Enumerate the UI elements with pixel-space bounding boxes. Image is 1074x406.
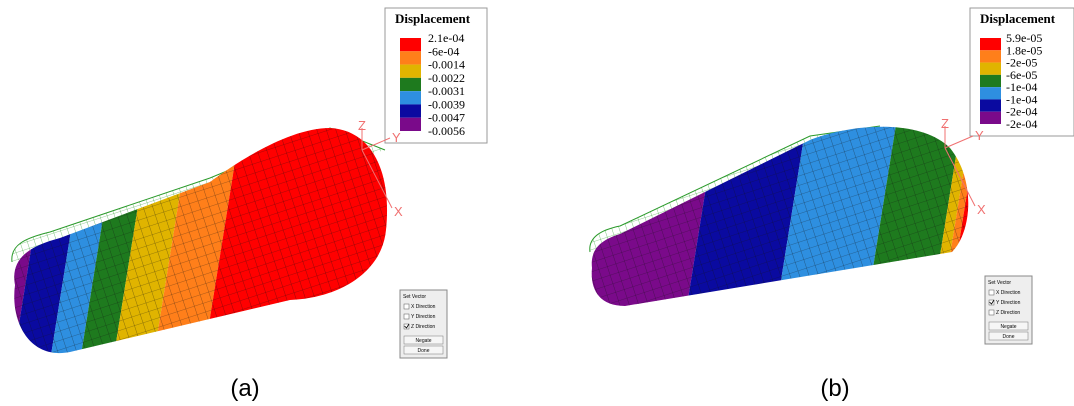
legend-swatch xyxy=(400,38,421,51)
legend-label: -0.0014 xyxy=(428,58,465,72)
legend-label: -0.0056 xyxy=(428,124,465,138)
legend-label: -2e-04 xyxy=(1006,117,1037,131)
contour-bands xyxy=(0,100,420,380)
legend-label: -0.0039 xyxy=(428,97,465,111)
legend-label: 2.1e-04 xyxy=(428,31,464,45)
axis-label: Z xyxy=(941,116,949,131)
legend-swatch xyxy=(400,65,421,78)
axis-label: Y xyxy=(975,128,984,143)
option-label: Y Direction xyxy=(996,300,1021,306)
legend-label: -6e-04 xyxy=(428,44,459,58)
legend-swatch xyxy=(400,51,421,64)
legend-label: -0.0022 xyxy=(428,71,465,85)
legend-swatch xyxy=(980,38,1001,50)
option-label: Z Direction xyxy=(411,324,435,330)
legend-title: Displacement xyxy=(395,11,471,26)
legend-swatch xyxy=(400,118,421,131)
axis-label: X xyxy=(394,204,403,219)
legend-swatch xyxy=(980,87,1001,99)
figure: Displacement2.1e-04-6e-04-0.0014-0.0022-… xyxy=(0,0,1074,406)
button-label: Done xyxy=(418,348,430,354)
mesh xyxy=(0,100,420,380)
caption: (b) xyxy=(820,375,849,402)
button-label: Done xyxy=(1003,334,1015,340)
option-label: Y Direction xyxy=(411,314,436,320)
legend-swatch xyxy=(400,78,421,91)
model xyxy=(0,100,1000,380)
dialog-title: Set Vector xyxy=(403,294,426,300)
axis-label: Z xyxy=(358,118,366,133)
dialog-title: Set Vector xyxy=(988,280,1011,286)
legend-title: Displacement xyxy=(980,11,1056,26)
legend-swatch xyxy=(980,99,1001,111)
legend-swatch xyxy=(980,63,1001,75)
axis-label: X xyxy=(977,202,986,217)
checkbox xyxy=(989,310,994,315)
checkbox xyxy=(404,314,409,319)
option-label: X Direction xyxy=(411,304,436,310)
caption: (a) xyxy=(230,375,259,402)
legend-swatch xyxy=(980,112,1001,124)
legend-swatch xyxy=(980,50,1001,62)
button-label: Negate xyxy=(415,338,431,344)
option-label: X Direction xyxy=(996,290,1021,296)
axis-label: Y xyxy=(392,130,401,145)
mesh xyxy=(545,100,1000,380)
contour-bands xyxy=(545,100,1000,380)
button-label: Negate xyxy=(1000,324,1016,330)
legend-swatch xyxy=(400,104,421,117)
legend-swatch xyxy=(400,91,421,104)
legend-label: -0.0047 xyxy=(428,111,465,125)
legend-label: -0.0031 xyxy=(428,84,465,98)
option-label: Z Direction xyxy=(996,310,1020,316)
checkbox xyxy=(404,304,409,309)
legend-swatch xyxy=(980,75,1001,87)
checkbox xyxy=(989,290,994,295)
